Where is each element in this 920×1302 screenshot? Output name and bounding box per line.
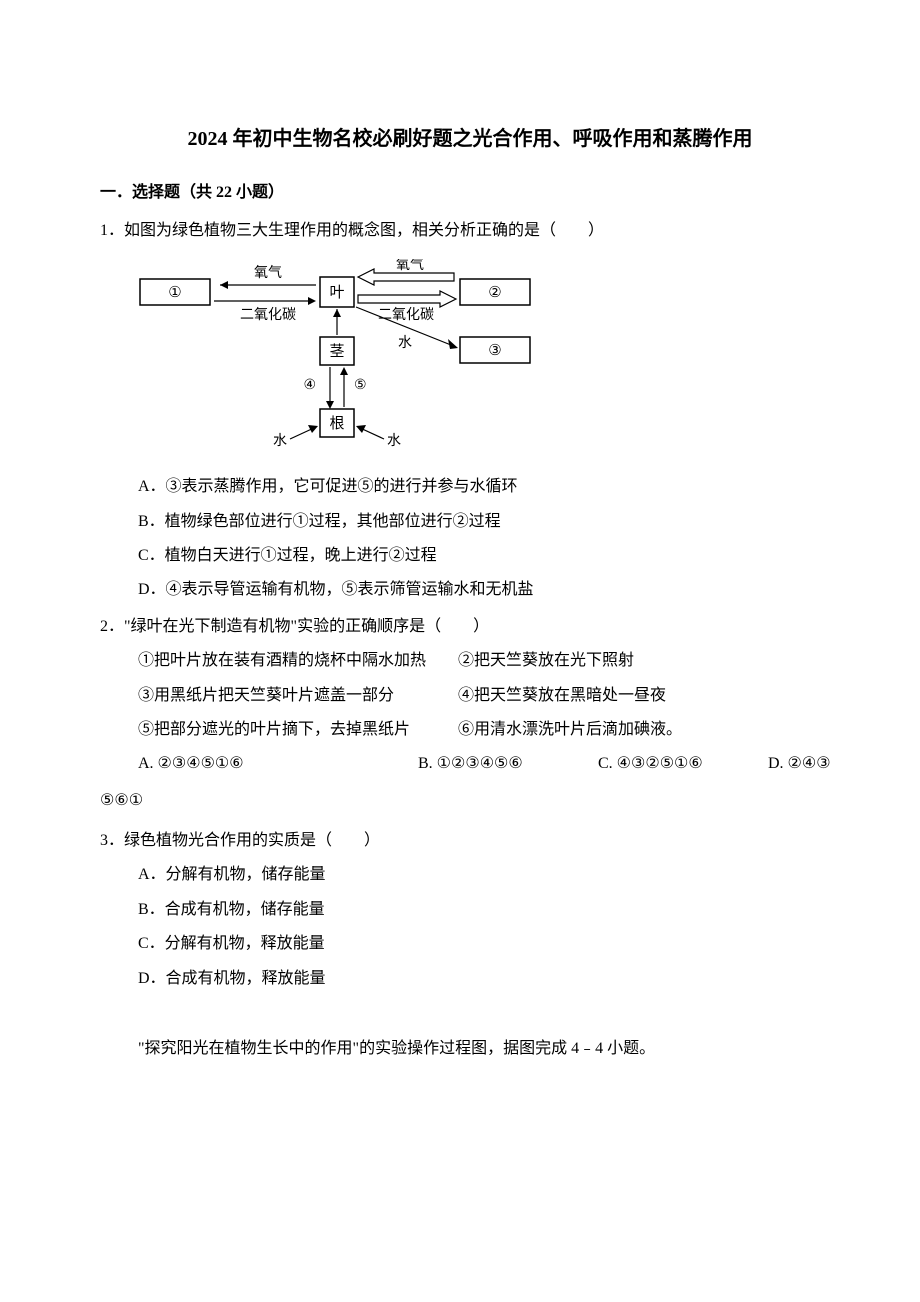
label-co2-right: 二氧化碳	[378, 307, 434, 323]
label-water-bl: 水	[273, 433, 287, 449]
label-o2-left: 氧气	[254, 265, 282, 281]
q1-option-a: A．③表示蒸腾作用，它可促进⑤的进行并参与水循环	[100, 472, 840, 502]
diagram-box-1: ①	[168, 285, 181, 301]
diagram-box-3: ③	[488, 343, 501, 359]
diagram-box-stem: 茎	[329, 343, 344, 360]
diagram-box-2: ②	[488, 285, 501, 301]
q1-diagram: ① 叶 ② ③ 茎 根 氧气 二氧化碳	[130, 259, 840, 460]
q2-option-b: B. ①②③④⑤⑥	[418, 749, 598, 779]
label-water-br: 水	[387, 433, 401, 449]
q2-option-a: A. ②③④⑤①⑥	[138, 749, 418, 779]
q2-stem: 2．"绿叶在光下制造有机物"实验的正确顺序是（ ）	[100, 612, 840, 642]
label-5: ⑤	[354, 378, 367, 393]
q2-option-d: D. ②④③	[768, 749, 831, 779]
label-co2-left: 二氧化碳	[240, 307, 296, 323]
q3-stem: 3．绿色植物光合作用的实质是（ ）	[100, 826, 840, 856]
q2-option-d-cont: ⑤⑥①	[100, 786, 840, 816]
q4-context: "探究阳光在植物生长中的作用"的实验操作过程图，据图完成 4﹣4 小题。	[100, 1034, 840, 1064]
q2-step-5: ⑤把部分遮光的叶片摘下，去掉黑纸片	[138, 715, 458, 745]
page-title: 2024 年初中生物名校必刷好题之光合作用、呼吸作用和蒸腾作用	[100, 120, 840, 158]
q1-option-d: D．④表示导管运输有机物，⑤表示筛管运输水和无机盐	[100, 575, 840, 605]
q3-option-c: C．分解有机物，释放能量	[100, 929, 840, 959]
q1-option-b: B．植物绿色部位进行①过程，其他部位进行②过程	[100, 507, 840, 537]
label-water-mid: 水	[398, 335, 412, 351]
question-1: 1．如图为绿色植物三大生理作用的概念图，相关分析正确的是（ ） ① 叶 ② ③ …	[100, 216, 840, 605]
q2-step-2: ②把天竺葵放在光下照射	[458, 646, 634, 676]
q2-step-6: ⑥用清水漂洗叶片后滴加碘液。	[458, 715, 682, 745]
section-heading: 一．选择题（共 22 小题）	[100, 178, 840, 208]
q2-step-3: ③用黑纸片把天竺葵叶片遮盖一部分	[138, 681, 458, 711]
question-3: 3．绿色植物光合作用的实质是（ ） A．分解有机物，储存能量 B．合成有机物，储…	[100, 826, 840, 994]
question-2: 2．"绿叶在光下制造有机物"实验的正确顺序是（ ） ①把叶片放在装有酒精的烧杯中…	[100, 612, 840, 780]
q3-option-b: B．合成有机物，储存能量	[100, 895, 840, 925]
q2-step-1: ①把叶片放在装有酒精的烧杯中隔水加热	[138, 646, 458, 676]
q1-option-c: C．植物白天进行①过程，晚上进行②过程	[100, 541, 840, 571]
q2-option-c: C. ④③②⑤①⑥	[598, 749, 768, 779]
diagram-box-root: 根	[329, 415, 344, 432]
q2-step-4: ④把天竺葵放在黑暗处一昼夜	[458, 681, 666, 711]
label-4: ④	[303, 378, 316, 393]
q3-option-a: A．分解有机物，储存能量	[100, 860, 840, 890]
q1-stem: 1．如图为绿色植物三大生理作用的概念图，相关分析正确的是（ ）	[100, 216, 840, 246]
diagram-box-leaf: 叶	[329, 284, 344, 301]
label-o2-right: 氧气	[396, 259, 424, 273]
q3-option-d: D．合成有机物，释放能量	[100, 964, 840, 994]
